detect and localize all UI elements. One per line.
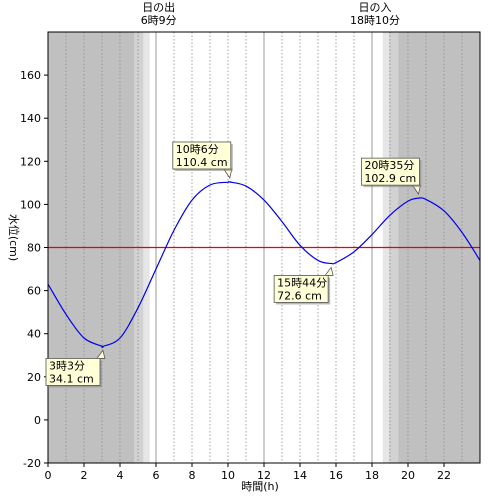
y-tick-label: 140 [20,112,41,125]
sun-label-time: 18時10分 [350,14,400,27]
x-tick-label: 8 [189,469,196,482]
sun-label-title: 日の入 [359,1,392,14]
y-axis-title: 水位(cm) [7,214,21,261]
y-tick-label: 40 [27,328,41,341]
x-tick-label: 12 [257,469,271,482]
callout-time: 3時3分 [49,359,85,372]
callout-level: 72.6 cm [277,289,322,302]
x-axis-title: 時間(h) [241,480,279,493]
x-tick-label: 20 [401,469,415,482]
y-tick-label: 160 [20,69,41,82]
x-tick-label: 0 [45,469,52,482]
callout-time: 15時44分 [277,276,327,289]
callout-box [45,358,101,386]
callout-level: 110.4 cm [176,156,228,169]
x-tick-label: 10 [221,469,235,482]
callout-pointer [96,349,106,359]
x-tick-label: 6 [153,469,160,482]
axes: -20 0 20 40 60 80 100 120 140 160 0 2 4 6 8 10 12 14 16 18 2… [7,69,451,493]
y-tick-label: 20 [27,371,41,384]
y-tick-label: 80 [27,242,41,255]
callout-level: 102.9 cm [364,172,416,185]
sun-label-time: 6時9分 [141,14,177,27]
tide-series-line [47,181,481,348]
callout-time: 10時6分 [176,143,219,156]
callout-box [361,157,420,186]
sun-label-title: 日の出 [142,0,175,14]
y-tick-label: -20 [23,457,41,470]
y-tick-label: 100 [20,198,41,211]
callout-time: 20時35分 [364,159,414,172]
callout-pointer [324,266,334,276]
y-tick-label: 120 [20,155,41,168]
y-tick-label: 60 [27,285,41,298]
y-tick-label: 0 [34,414,41,427]
callout-box [172,141,232,170]
x-tick-label: 4 [117,469,124,482]
x-tick-label: 16 [329,469,343,482]
callout-box [273,275,329,303]
callout-level: 34.1 cm [49,372,94,385]
x-tick-label: 22 [437,469,451,482]
x-tick-label: 18 [365,469,379,482]
x-tick-label: 14 [293,469,307,482]
x-tick-label: 2 [81,469,88,482]
